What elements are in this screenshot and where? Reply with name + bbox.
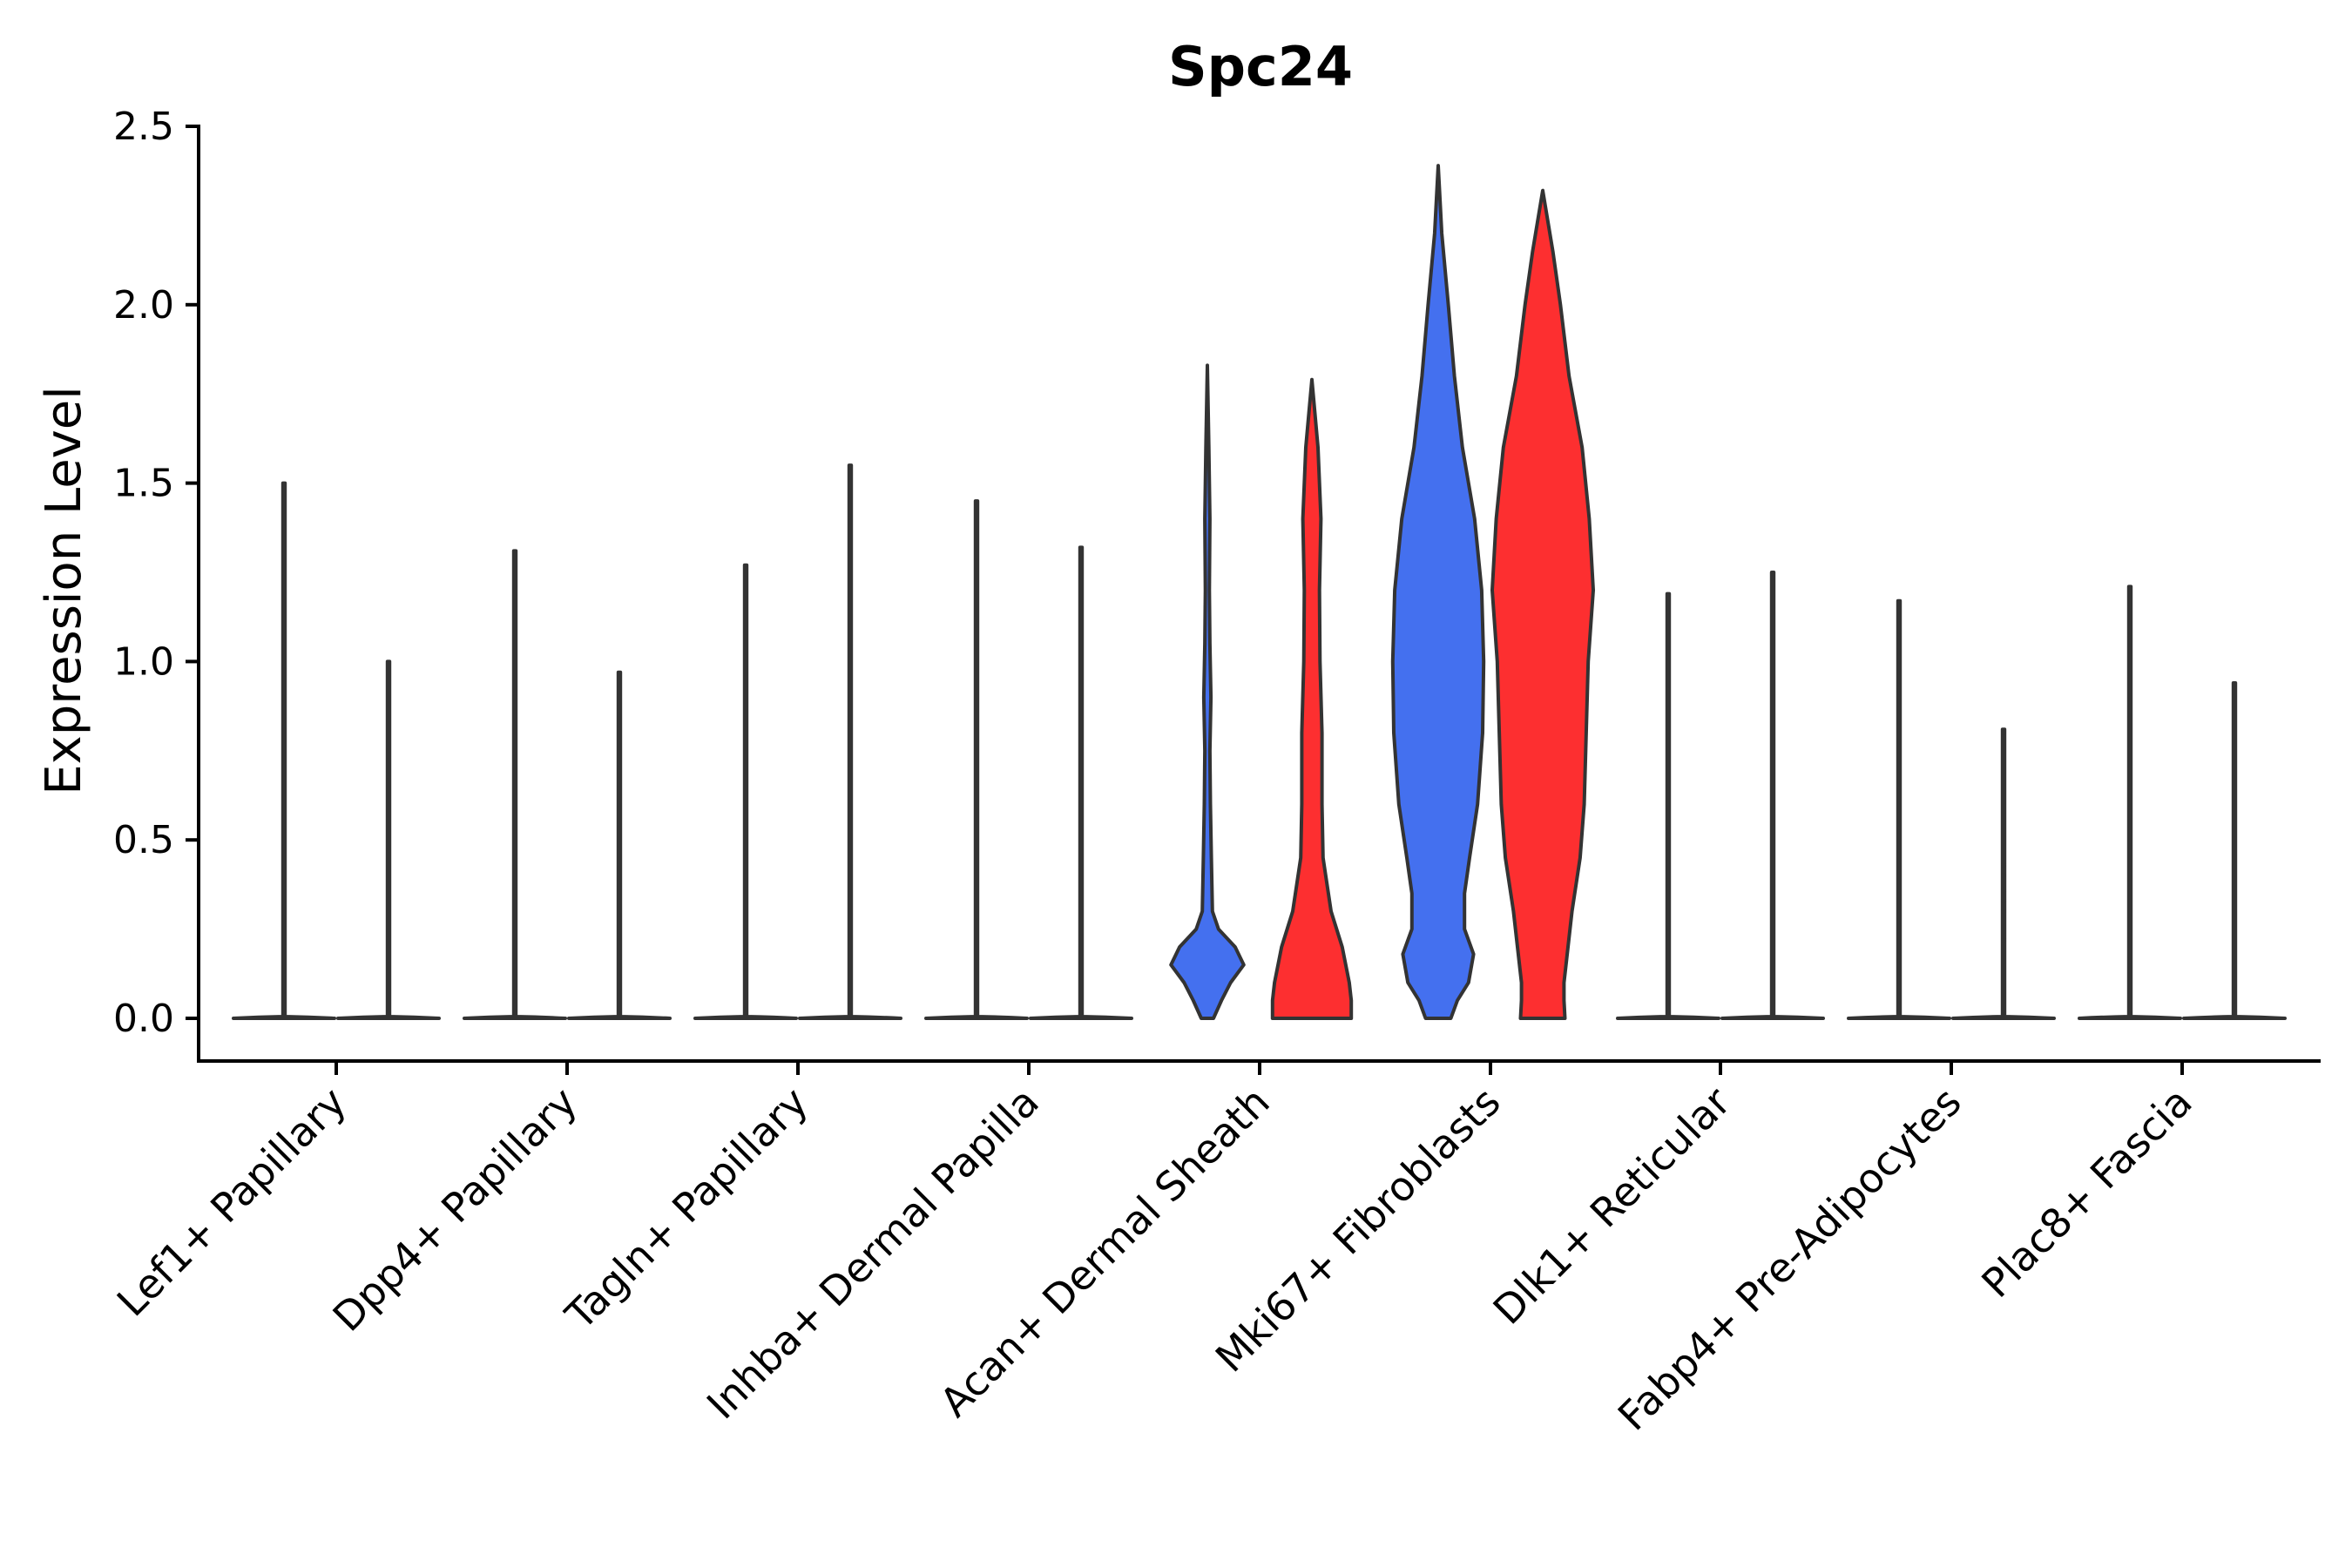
y-tick-label: 2.0 [113, 283, 174, 328]
violin-group1 [232, 481, 336, 1020]
violin-group2 [1270, 377, 1354, 1020]
violin-group2 [1029, 545, 1133, 1020]
y-tick-label: 1.5 [113, 462, 174, 506]
violin-group2 [1720, 571, 1825, 1020]
violin-group1 [1847, 598, 1951, 1020]
y-tick-label: 2.5 [113, 105, 174, 149]
violin-group2 [567, 670, 672, 1020]
y-tick-label: 0.0 [113, 997, 174, 1041]
violin-group1 [1616, 591, 1720, 1020]
outlier-point [2001, 936, 2006, 943]
x-category-label: Dlk1+ Reticular [1484, 1078, 1740, 1334]
outlier-point [2001, 873, 2006, 879]
violin-group1 [463, 549, 567, 1020]
outlier-point [2001, 897, 2006, 903]
violin-group1 [1169, 363, 1246, 1020]
violin-group1 [693, 563, 798, 1020]
outlier-point [2001, 730, 2006, 736]
x-category-label: Plac8+ Fascia [1972, 1078, 2200, 1307]
violin-group1 [924, 499, 1029, 1020]
chart-title: Spc24 [1168, 35, 1353, 98]
outlier-point [2001, 887, 2006, 893]
plot-area [232, 164, 2287, 1020]
violin-group2 [1490, 188, 1595, 1020]
y-tick-label: 1.0 [113, 639, 174, 684]
y-axis-label: Expression Level [36, 386, 92, 795]
violin-group2 [798, 463, 902, 1020]
violin-group1 [1390, 164, 1486, 1020]
y-ticks: 0.0 0.5 1.0 1.5 2.0 2.5 [113, 105, 199, 1041]
x-category-label: Lef1+ Papillary [108, 1078, 355, 1326]
outlier-point [2001, 862, 2006, 868]
y-tick-label: 0.5 [113, 818, 174, 862]
violin-group1 [2078, 585, 2182, 1020]
violin-group2 [336, 659, 441, 1020]
x-category-label: Tagln+ Papillary [556, 1078, 817, 1340]
x-category-label: Dpp4+ Papillary [324, 1078, 586, 1341]
outlier-point [2001, 909, 2006, 915]
violin-group2 [2182, 680, 2287, 1020]
